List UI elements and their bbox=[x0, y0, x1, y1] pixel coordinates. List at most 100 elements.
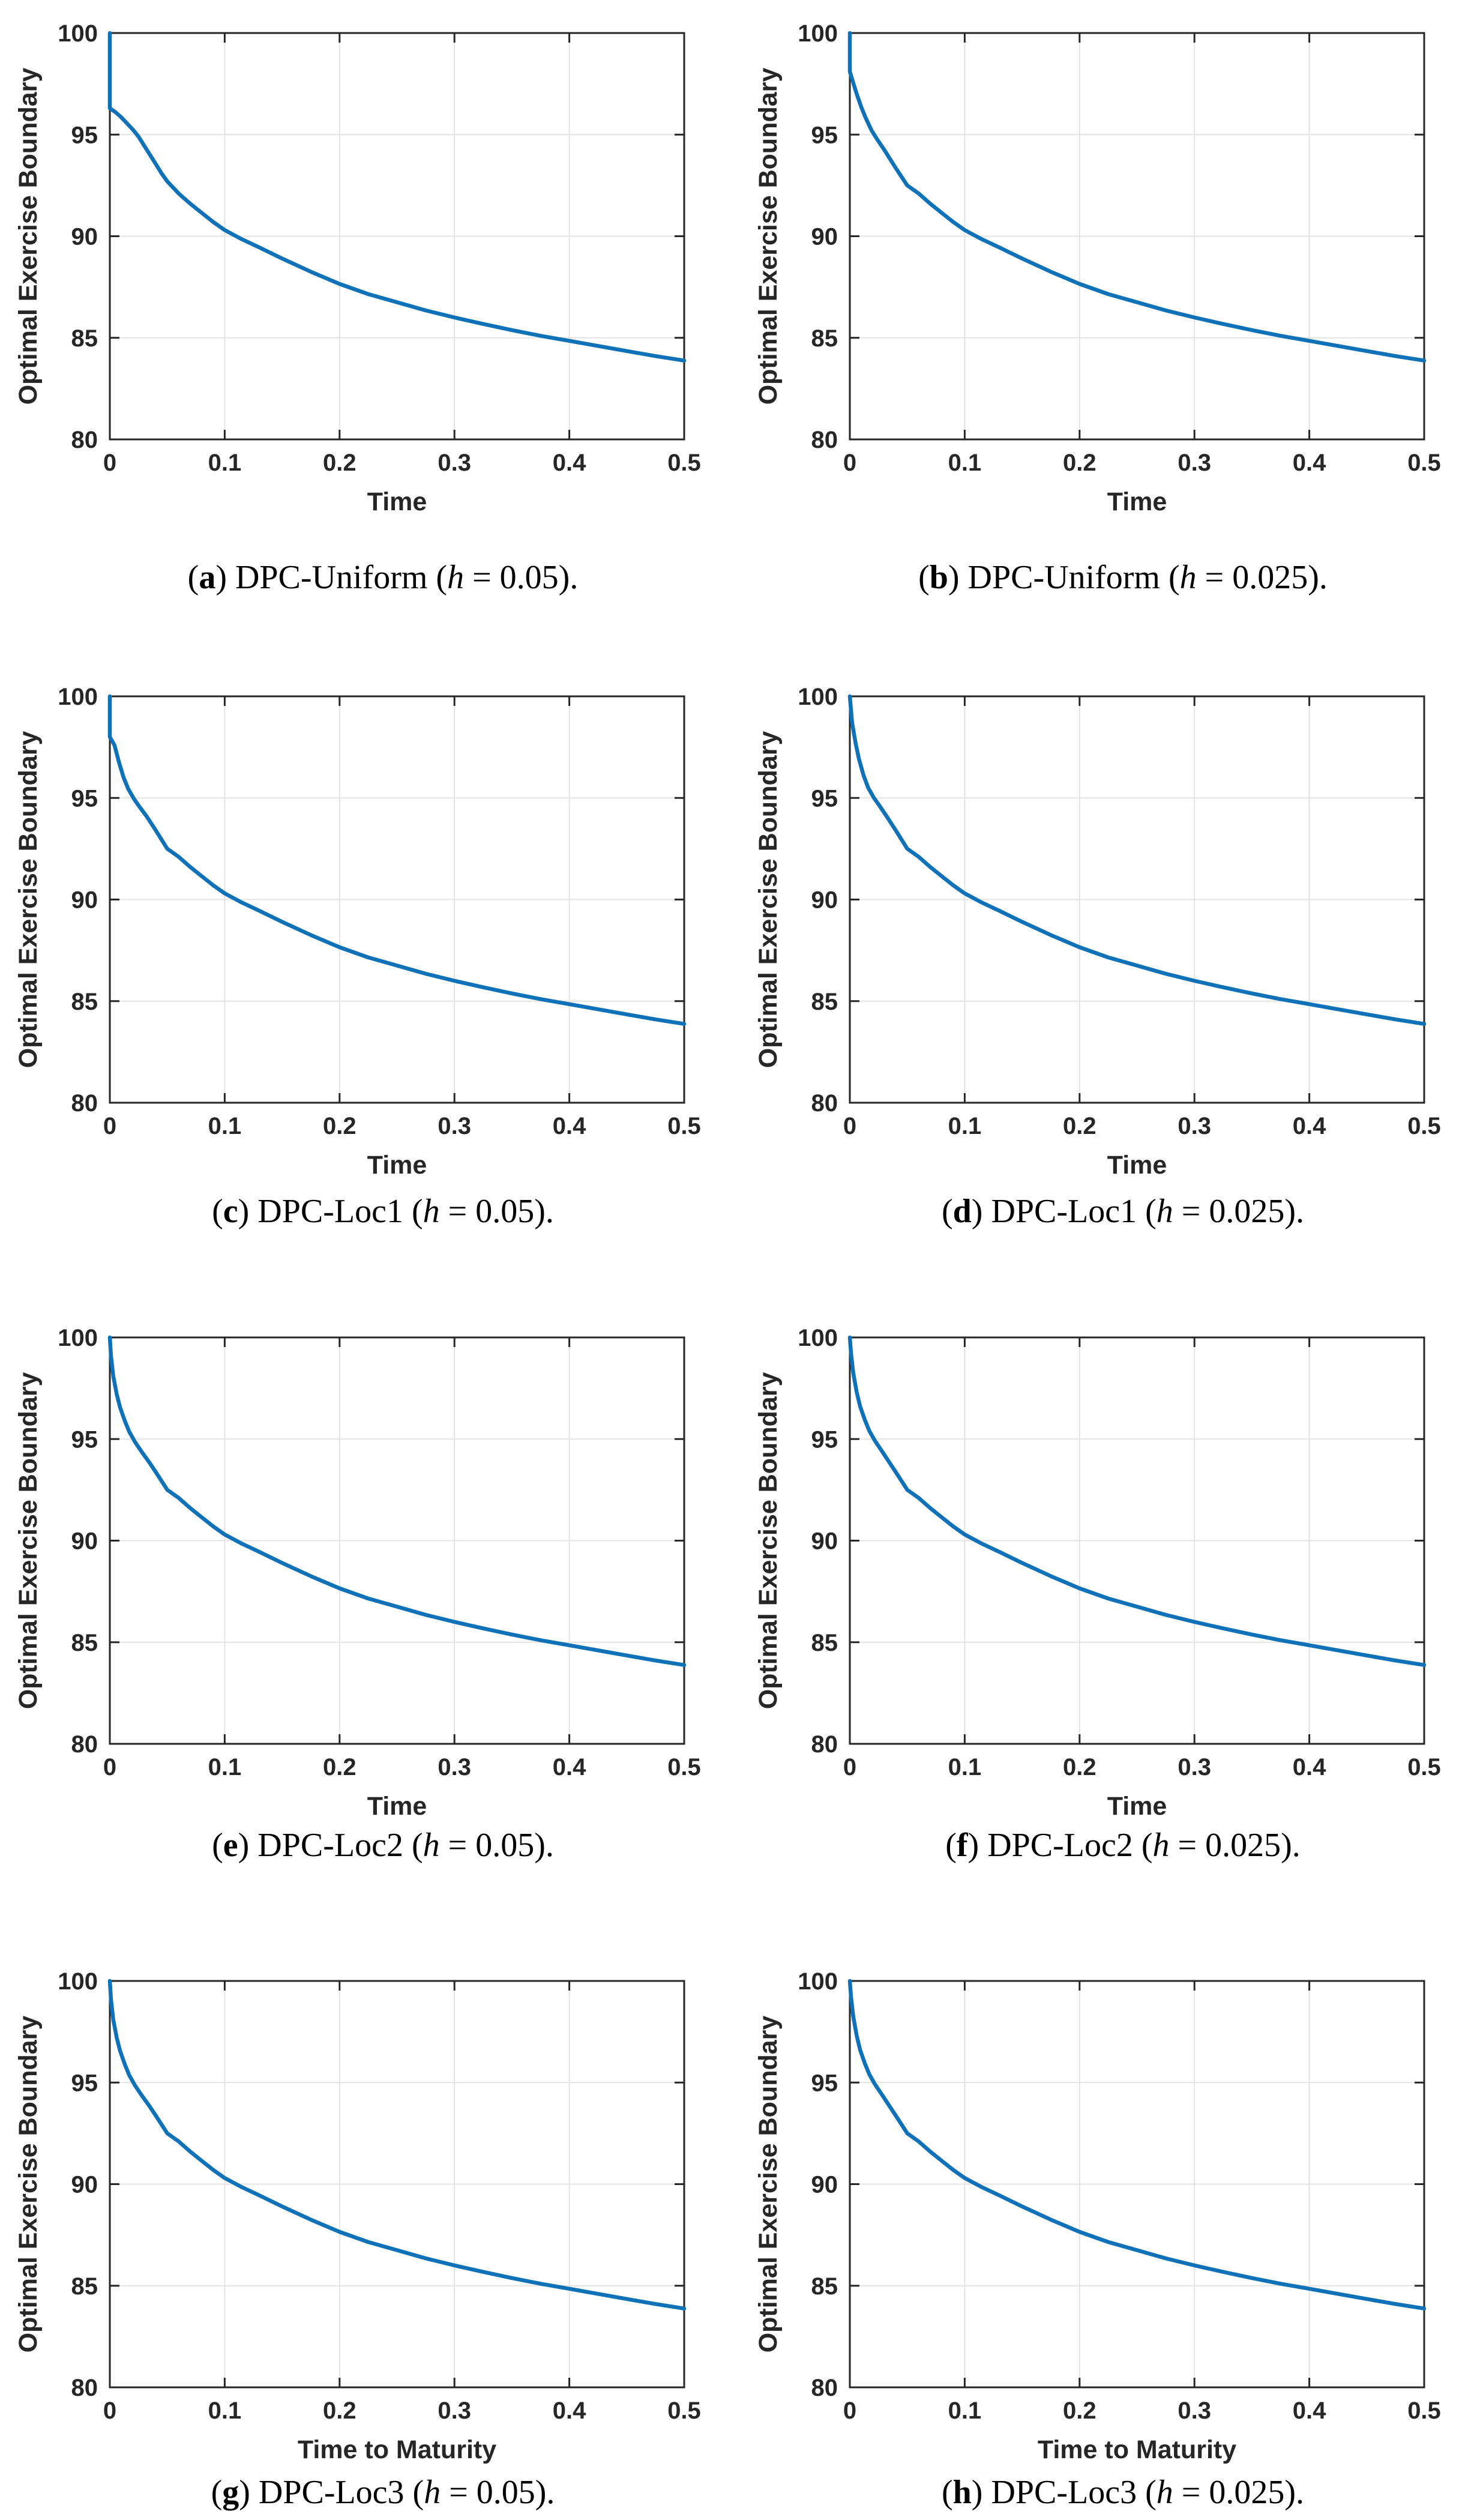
caption-param-val: 0.025 bbox=[1232, 559, 1308, 596]
x-tick-label: 0 bbox=[103, 1754, 116, 1780]
caption-param-eq: = bbox=[439, 1827, 476, 1864]
caption-method: DPC-Loc1 bbox=[257, 1193, 403, 1230]
caption-param-eq: = bbox=[439, 1193, 476, 1230]
caption-param-close: ). bbox=[558, 559, 579, 596]
caption-param-close: ). bbox=[1284, 2474, 1305, 2511]
y-tick-label: 100 bbox=[798, 20, 838, 47]
caption-index: e bbox=[223, 1827, 238, 1864]
caption-method: DPC-Loc2 bbox=[257, 1827, 403, 1864]
y-tick-label: 85 bbox=[811, 325, 838, 352]
caption-paren-open: ( bbox=[212, 1827, 223, 1864]
y-axis-label: Optimal Exercise Boundary bbox=[754, 2016, 783, 2353]
caption-paren-open: ( bbox=[918, 559, 930, 596]
x-tick-label: 0 bbox=[843, 2398, 856, 2424]
y-tick-label: 95 bbox=[71, 2070, 98, 2096]
y-tick-label: 85 bbox=[811, 2273, 838, 2300]
caption-paren-close: ) bbox=[967, 1827, 988, 1864]
gridlines bbox=[849, 32, 1425, 440]
x-axis-label: Time bbox=[1107, 1151, 1167, 1180]
x-axis-label: Time bbox=[367, 1151, 427, 1180]
chart-panel-h: 0 0.1 0.2 0.3 0.4 0.5 80 85 90 95 100 Time to Matur… bbox=[740, 1885, 1480, 2520]
gridlines bbox=[109, 32, 685, 440]
x-axis-label: Time bbox=[1107, 487, 1167, 516]
caption-param-close: ). bbox=[1308, 559, 1328, 596]
y-tick-label: 85 bbox=[71, 1630, 98, 1656]
line-chart-h: 0 0.1 0.2 0.3 0.4 0.5 80 85 90 95 100 Time to Matur… bbox=[754, 1968, 1441, 2464]
line-chart-f: 0 0.1 0.2 0.3 0.4 0.5 80 85 90 95 100 Time Optimal E… bbox=[754, 1325, 1441, 1821]
x-tick-label: 0.3 bbox=[438, 1754, 471, 1780]
caption-param-open: ( bbox=[1133, 1827, 1153, 1864]
y-tick-label: 100 bbox=[58, 684, 98, 710]
y-tick-label: 100 bbox=[58, 1325, 98, 1351]
caption-param-eq: = bbox=[1173, 2474, 1209, 2511]
caption-param-var: h bbox=[1152, 1827, 1170, 1864]
y-tick-label: 90 bbox=[811, 2172, 838, 2198]
y-tick-label: 80 bbox=[71, 427, 98, 453]
caption-param-eq: = bbox=[1169, 1827, 1206, 1864]
y-tick-label: 95 bbox=[811, 2070, 838, 2096]
x-tick-label: 0.5 bbox=[667, 1754, 701, 1780]
x-tick-label: 0.5 bbox=[1407, 1754, 1441, 1780]
y-axis-label: Optimal Exercise Boundary bbox=[14, 2016, 43, 2353]
tick-marks bbox=[849, 32, 1425, 441]
x-tick-label: 0.3 bbox=[1178, 450, 1211, 476]
y-tick-label: 90 bbox=[811, 224, 838, 250]
x-tick-label: 0.2 bbox=[1063, 2398, 1096, 2424]
panel-caption: (g) DPC-Loc3 (h = 0.05). bbox=[83, 2473, 683, 2512]
y-tick-label: 90 bbox=[71, 224, 98, 250]
caption-param-close: ). bbox=[534, 1827, 554, 1864]
x-tick-label: 0.1 bbox=[208, 1754, 242, 1780]
y-tick-label: 85 bbox=[811, 1630, 838, 1656]
x-axis-label: Time bbox=[367, 487, 427, 516]
x-tick-label: 0.4 bbox=[1293, 1754, 1326, 1780]
caption-method: DPC-Loc2 bbox=[987, 1827, 1133, 1864]
x-tick-label: 0 bbox=[103, 1113, 116, 1139]
y-tick-label: 95 bbox=[811, 1426, 838, 1453]
caption-paren-close: ) bbox=[948, 559, 968, 596]
caption-paren-open: ( bbox=[945, 1827, 957, 1864]
panel-caption: (d) DPC-Loc1 (h = 0.025). bbox=[823, 1192, 1423, 1231]
caption-param-eq: = bbox=[464, 559, 500, 596]
y-tick-label: 95 bbox=[71, 785, 98, 812]
gridlines bbox=[109, 696, 685, 1103]
boundary-curve bbox=[847, 31, 1427, 363]
chart-panel-g: 0 0.1 0.2 0.3 0.4 0.5 80 85 90 95 100 Time to Matur… bbox=[0, 1885, 740, 2520]
caption-param-close: ). bbox=[1281, 1827, 1301, 1864]
x-tick-label: 0.5 bbox=[667, 2398, 701, 2424]
caption-param-val: 0.025 bbox=[1209, 1193, 1285, 1230]
x-axis-label: Time bbox=[367, 1792, 427, 1821]
x-tick-label: 0.1 bbox=[948, 1113, 982, 1139]
y-tick-label: 85 bbox=[71, 325, 98, 352]
chart-panel-f: 0 0.1 0.2 0.3 0.4 0.5 80 85 90 95 100 Time Optimal E… bbox=[740, 1249, 1480, 1885]
caption-param-eq: = bbox=[441, 2474, 477, 2511]
y-tick-label: 80 bbox=[811, 1090, 838, 1117]
caption-index: d bbox=[952, 1193, 972, 1230]
line-chart-c: 0 0.1 0.2 0.3 0.4 0.5 80 85 90 95 100 Time Optimal E… bbox=[14, 684, 701, 1180]
caption-param-var: h bbox=[423, 1827, 440, 1864]
caption-paren-close: ) bbox=[239, 2474, 259, 2511]
chart-panel-b: 0 0.1 0.2 0.3 0.4 0.5 80 85 90 95 100 Time Optimal E… bbox=[740, 0, 1480, 618]
y-tick-label: 95 bbox=[71, 1426, 98, 1453]
tick-marks bbox=[109, 1336, 685, 1745]
caption-paren-open: ( bbox=[941, 2474, 953, 2511]
y-tick-label: 90 bbox=[811, 887, 838, 914]
caption-paren-open: ( bbox=[211, 2474, 223, 2511]
caption-param-var: h bbox=[424, 2474, 441, 2511]
caption-index: b bbox=[929, 559, 948, 596]
chart-panel-a: 0 0.1 0.2 0.3 0.4 0.5 80 85 90 95 100 Time Optimal E… bbox=[0, 0, 740, 618]
caption-index: f bbox=[956, 1827, 968, 1864]
x-tick-label: 0 bbox=[103, 2398, 116, 2424]
x-tick-label: 0.1 bbox=[208, 1113, 242, 1139]
caption-param-open: ( bbox=[427, 559, 448, 596]
caption-method: DPC-Loc1 bbox=[991, 1193, 1137, 1230]
x-tick-label: 0.4 bbox=[1293, 450, 1326, 476]
x-tick-label: 0.2 bbox=[323, 2398, 356, 2424]
line-chart-b: 0 0.1 0.2 0.3 0.4 0.5 80 85 90 95 100 Time Optimal E… bbox=[754, 20, 1441, 516]
caption-paren-open: ( bbox=[212, 1193, 223, 1230]
y-axis-label: Optimal Exercise Boundary bbox=[14, 68, 43, 405]
panel-caption: (c) DPC-Loc1 (h = 0.05). bbox=[83, 1192, 683, 1231]
caption-param-eq: = bbox=[1173, 1193, 1209, 1230]
caption-paren-close: ) bbox=[971, 1193, 991, 1230]
caption-param-close: ). bbox=[534, 1193, 554, 1230]
